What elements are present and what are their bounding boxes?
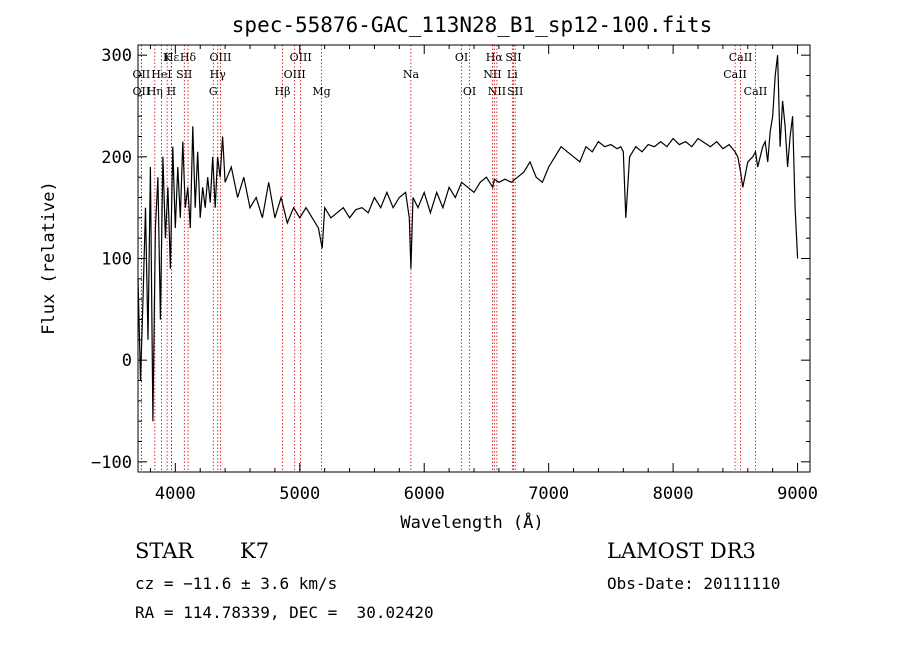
- line-marker-label-17: OI: [455, 51, 468, 64]
- line-marker-label-3: K: [163, 51, 172, 64]
- survey-label: LAMOST DR3: [607, 539, 756, 563]
- line-marker-label-1: OII: [133, 68, 151, 81]
- line-marker-label-13: OIII: [290, 51, 312, 64]
- line-marker-label-26: CaII: [723, 68, 747, 81]
- line-marker-label-23: NII: [488, 85, 506, 98]
- y-axis-label: Flux (relative): [39, 181, 59, 335]
- redshift-readout: cz = −11.6 ± 3.6 km/s: [135, 574, 338, 593]
- line-marker-label-0: Hε: [164, 51, 180, 64]
- line-marker-label-16: Na: [403, 68, 420, 81]
- obs-date: Obs-Date: 20111110: [607, 574, 781, 593]
- x-axis-ticks: 4000 5000 6000 7000 8000 9000: [149, 45, 818, 504]
- line-marker-label-21: NII: [483, 68, 501, 81]
- line-marker-label-18: OI: [463, 85, 476, 98]
- line-markers: [140, 45, 756, 472]
- line-marker-label-19: Hα: [486, 51, 504, 64]
- x-axis-label: Wavelength (Å): [400, 511, 543, 533]
- line-marker-label-11: G: [209, 85, 218, 98]
- line-marker-label-10: Hγ: [210, 68, 227, 81]
- line-marker-label-8: Hδ: [180, 51, 197, 64]
- spectrum-line: [137, 55, 799, 422]
- line-marker-label-27: CaII: [744, 85, 768, 98]
- line-marker-labels: Hε OII OII K HeI Hη H SII Hδ OIII Hγ G Hβ OIII OIII Mg N…: [133, 51, 768, 98]
- line-marker-label-15: Mg: [312, 85, 330, 98]
- y-axis-ticks: −100 0 100 200 300: [91, 46, 810, 473]
- line-marker-label-7: SII: [176, 68, 192, 81]
- coordinates: RA = 114.78339, DEC = 30.02420: [135, 603, 434, 622]
- y-tick-label-300: 300: [101, 46, 132, 66]
- line-marker-label-24: SII: [507, 85, 523, 98]
- x-tick-label-7000: 7000: [528, 484, 569, 504]
- object-class: STAR: [135, 539, 194, 563]
- y-tick-label-200: 200: [101, 148, 132, 168]
- x-tick-label-6000: 6000: [404, 484, 445, 504]
- line-marker-label-6: H: [167, 85, 177, 98]
- line-marker-label-2: OII: [133, 85, 151, 98]
- line-marker-label-4: HeI: [151, 68, 171, 81]
- chart-title: spec-55876-GAC_113N28_B1_sp12-100.fits: [232, 13, 712, 37]
- y-tick-label--100: −100: [91, 453, 132, 473]
- y-tick-label-0: 0: [122, 351, 132, 371]
- x-tick-label-4000: 4000: [155, 484, 196, 504]
- y-tick-label-100: 100: [101, 250, 132, 270]
- x-tick-label-5000: 5000: [279, 484, 320, 504]
- line-marker-label-9: OIII: [209, 51, 231, 64]
- line-marker-label-20: SII: [505, 51, 521, 64]
- line-marker-label-5: Hη: [147, 85, 163, 98]
- plot-frame: [137, 44, 811, 473]
- line-marker-label-14: OIII: [284, 68, 306, 81]
- object-subclass: K7: [240, 539, 270, 563]
- line-marker-label-12: Hβ: [275, 85, 291, 98]
- line-marker-label-25: CaII: [729, 51, 753, 64]
- line-marker-label-22: Li: [507, 68, 518, 81]
- x-tick-label-9000: 9000: [777, 484, 818, 504]
- x-tick-label-8000: 8000: [653, 484, 694, 504]
